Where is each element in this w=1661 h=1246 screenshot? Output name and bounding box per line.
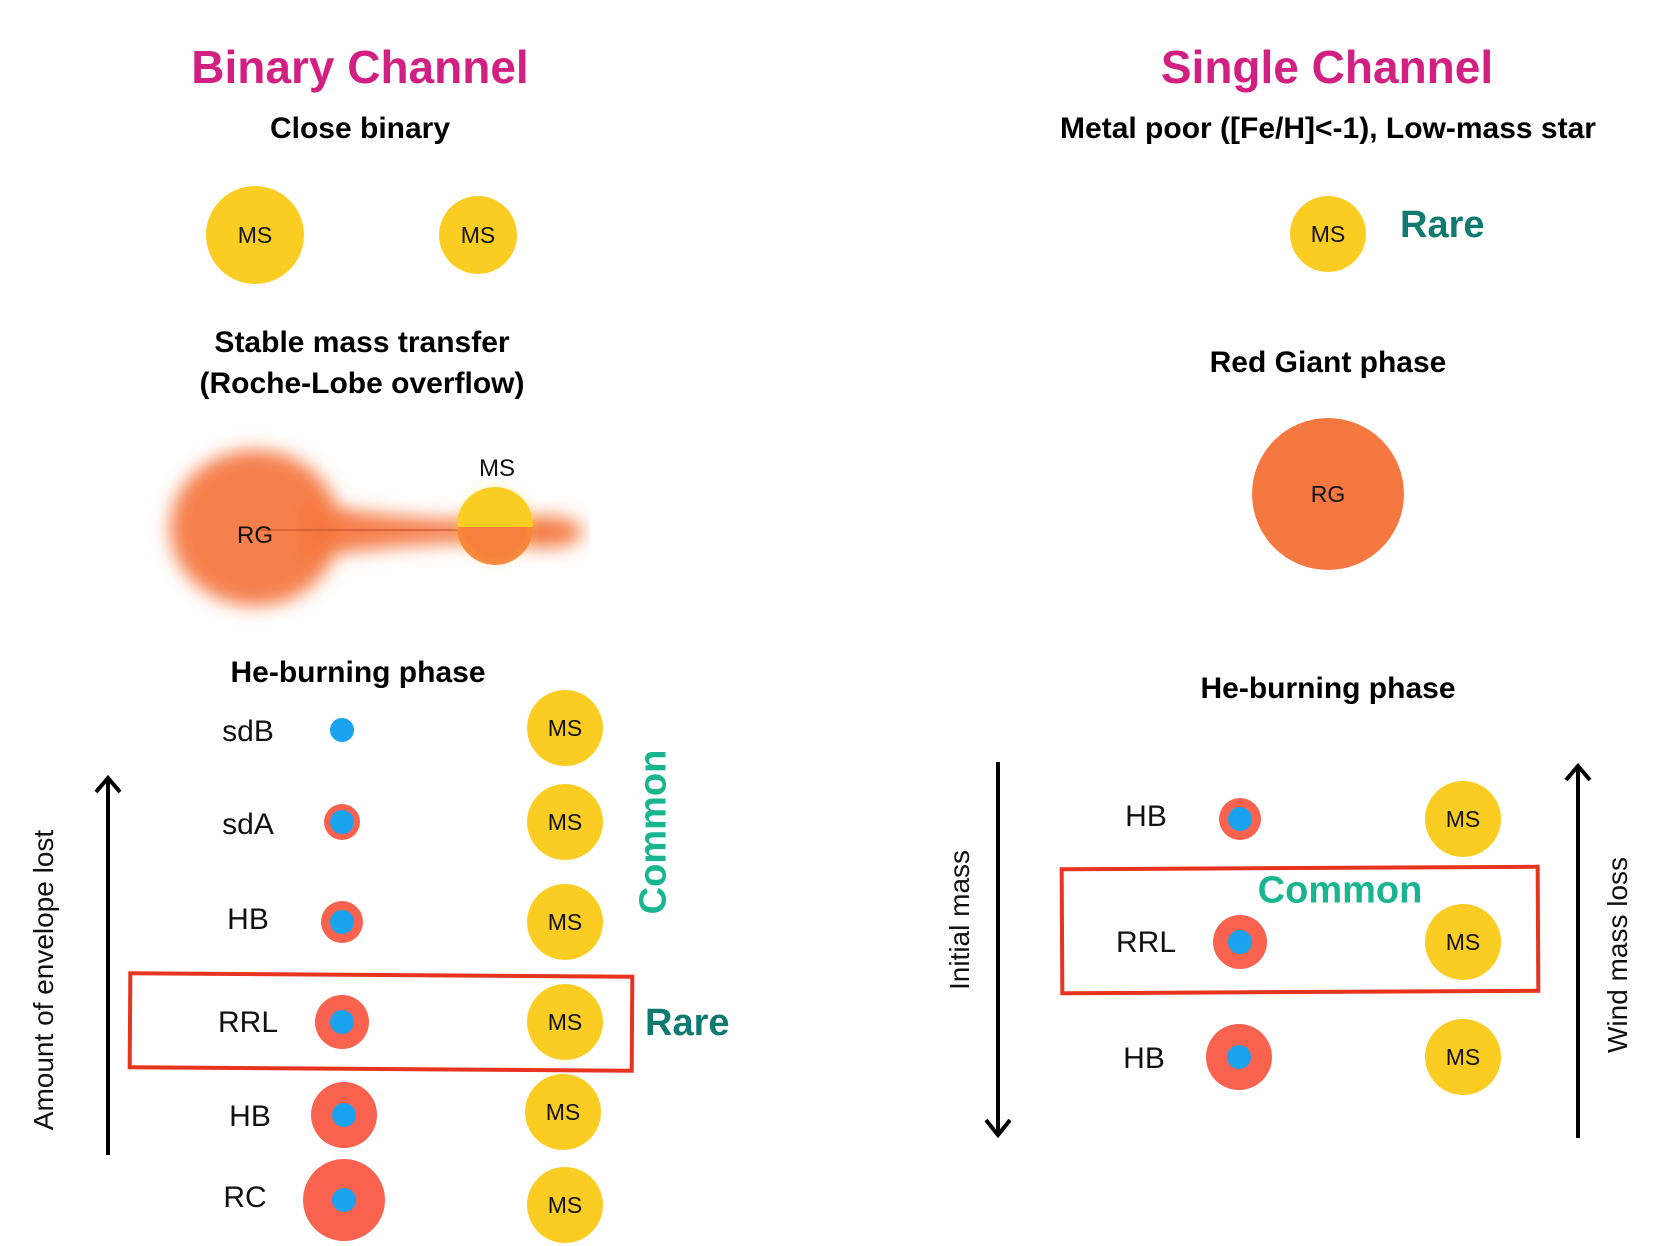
roche-lobe-overflow-illustration bbox=[170, 450, 583, 606]
star-label: MS bbox=[547, 1008, 583, 1035]
single-channel-subtitle: Metal poor ([Fe/H]<-1), Low-mass star bbox=[1060, 112, 1596, 145]
single-companion-ms-star: MS bbox=[1425, 1019, 1501, 1095]
row-label-hb: HB bbox=[227, 903, 269, 936]
star-label: MS bbox=[1445, 805, 1481, 832]
binary-rare-label: Rare bbox=[645, 1002, 730, 1044]
star-label: MS bbox=[1445, 928, 1481, 955]
single-channel-title: Single Channel bbox=[1160, 41, 1494, 93]
binary-he-burning-label: He-burning phase bbox=[230, 656, 486, 689]
mass-transfer-line2: (Roche-Lobe overflow) bbox=[199, 367, 525, 400]
star-label: MS bbox=[547, 908, 583, 935]
helium-core bbox=[330, 810, 354, 834]
transfer-ms-label: MS bbox=[479, 455, 515, 482]
helium-core bbox=[1227, 1045, 1251, 1069]
single-ms-star: MS bbox=[1290, 196, 1366, 272]
star-label: MS bbox=[460, 221, 496, 248]
single-rrl-star bbox=[1213, 915, 1267, 969]
hb-star bbox=[321, 901, 363, 943]
single-hb-star bbox=[1219, 798, 1261, 840]
mass-transfer-heading: Stable mass transfer (Roche-Lobe overflo… bbox=[199, 322, 524, 404]
row-label-sda: sdA bbox=[222, 808, 274, 841]
row-label-sdb: sdB bbox=[222, 715, 274, 748]
transfer-rg-label: RG bbox=[237, 522, 273, 549]
close-binary-star-secondary: MS bbox=[439, 196, 517, 274]
companion-ms-star: MS bbox=[527, 784, 603, 860]
helium-core bbox=[1228, 807, 1252, 831]
helium-core bbox=[332, 1188, 356, 1212]
companion-ms-star: MS bbox=[527, 984, 603, 1060]
accretor-star bbox=[456, 486, 534, 565]
binary-channel-title: Binary Channel bbox=[191, 41, 529, 93]
helium-core bbox=[330, 1010, 354, 1034]
binary-common-label: Common bbox=[632, 749, 675, 915]
star-label: MS bbox=[237, 221, 273, 248]
close-binary-star-primary: MS bbox=[206, 186, 304, 284]
single-hb-lower-star bbox=[1206, 1024, 1272, 1090]
sdb-star bbox=[330, 718, 354, 742]
single-he-burning-label: He-burning phase bbox=[1200, 672, 1456, 705]
close-binary-label: Close binary bbox=[269, 112, 451, 145]
envelope-loss-arrow bbox=[94, 774, 122, 1155]
single-rare-label: Rare bbox=[1400, 204, 1485, 246]
single-row-label-hb: HB bbox=[1125, 800, 1167, 833]
red-giant-phase-label: Red Giant phase bbox=[1209, 346, 1447, 379]
helium-core bbox=[1228, 930, 1252, 954]
row-label-rc: RC bbox=[223, 1181, 267, 1214]
envelope-loss-axis-label: Amount of envelope lost bbox=[28, 829, 59, 1131]
single-row-label-hb-lower: HB bbox=[1123, 1042, 1165, 1075]
companion-ms-star: MS bbox=[527, 1167, 603, 1243]
star-label: RG bbox=[1310, 480, 1346, 507]
single-companion-ms-star: MS bbox=[1425, 904, 1501, 980]
star-label: MS bbox=[547, 1191, 583, 1218]
rrl-star bbox=[315, 995, 369, 1049]
helium-core bbox=[332, 1103, 356, 1127]
single-common-label: Common bbox=[1257, 869, 1423, 912]
mass-transfer-line1: Stable mass transfer bbox=[214, 326, 510, 359]
single-companion-ms-star: MS bbox=[1425, 781, 1501, 857]
row-label-rrl: RRL bbox=[217, 1006, 279, 1039]
sda-star bbox=[324, 804, 360, 840]
star-label: MS bbox=[547, 808, 583, 835]
companion-ms-star: MS bbox=[527, 884, 603, 960]
wind-mass-loss-axis-label: Wind mass loss bbox=[1602, 856, 1633, 1054]
star-label: MS bbox=[1310, 220, 1346, 247]
helium-core bbox=[330, 910, 354, 934]
helium-core bbox=[330, 718, 354, 742]
companion-ms-star: MS bbox=[527, 690, 603, 766]
hb-lower-star bbox=[311, 1082, 377, 1148]
single-row-label-rrl: RRL bbox=[1115, 926, 1177, 959]
initial-mass-arrow bbox=[984, 762, 1012, 1139]
star-label: MS bbox=[545, 1098, 581, 1125]
wind-mass-loss-arrow bbox=[1564, 762, 1592, 1138]
star-label: MS bbox=[547, 714, 583, 741]
rc-star bbox=[303, 1159, 385, 1241]
companion-ms-star: MS bbox=[525, 1074, 601, 1150]
star-label: MS bbox=[1445, 1043, 1481, 1070]
initial-mass-axis-label: Initial mass bbox=[944, 849, 975, 991]
row-label-hb-lower: HB bbox=[229, 1100, 271, 1133]
red-giant-star: RG bbox=[1252, 418, 1404, 570]
